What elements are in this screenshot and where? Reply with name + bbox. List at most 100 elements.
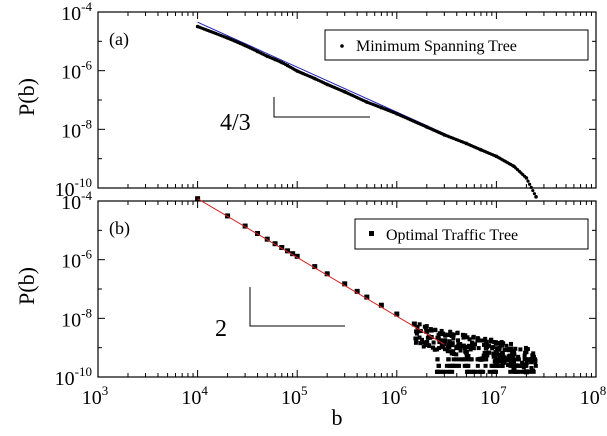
panel-a-slope-indicator [273,97,370,118]
noise-point [491,351,496,356]
noise-point [463,345,468,350]
noise-point [446,344,451,349]
noise-point [524,360,529,365]
noise-point [475,363,480,368]
noise-point [523,345,528,350]
noise-point [508,363,513,368]
noise-point [448,349,453,354]
noise-point [490,346,495,351]
data-point [323,81,328,86]
noise-point [450,341,455,346]
data-point [285,248,291,254]
noise-point [513,363,518,368]
noise-point [502,360,507,365]
noise-point [467,357,472,362]
x-tick-label: 103 [82,383,109,409]
noise-point [493,340,498,345]
noise-point [443,332,448,337]
noise-point [466,354,471,359]
noise-point [473,342,478,347]
noise-point [522,353,527,358]
noise-point [512,357,517,362]
noise-point [483,336,488,341]
panel-a-fit-line [197,21,445,134]
noise-point [437,340,442,345]
y-tick-label: 10-4 [61,0,92,25]
noise-point [519,363,524,368]
noise-point [442,347,447,352]
noise-point [414,331,419,336]
noise-point [414,337,419,342]
noise-point [441,369,446,374]
noise-point [528,369,533,374]
noise-point [500,343,505,348]
noise-point [451,349,456,354]
noise-point [469,357,474,362]
noise-point [453,357,458,362]
data-point [284,62,288,67]
noise-point [456,338,461,343]
data-point [441,132,445,136]
noise-point [492,369,497,374]
panel-a-legend-label: Minimum Spanning Tree [356,38,517,55]
data-point [454,345,460,351]
noise-point [460,332,465,337]
noise-point [451,332,456,337]
noise-point [471,346,476,351]
noise-point [505,363,510,368]
noise-point [532,357,537,362]
noise-point [469,341,474,346]
noise-point [448,369,453,374]
noise-point [513,346,518,351]
noise-point [523,357,528,362]
panel-a-y-tick-labels: 10-4 10-6 10-8 10-10 [55,0,93,201]
noise-point [482,357,487,362]
noise-point [470,369,475,374]
panel-b-slope-label: 2 [215,316,227,342]
noise-point [449,351,454,356]
noise-point [491,354,496,359]
noise-point [440,345,445,350]
y-tick-label: 10-10 [55,364,92,390]
noise-point [508,356,513,361]
noise-point [451,357,456,362]
noise-point [439,339,444,344]
noise-point [497,354,502,359]
data-point [523,174,527,178]
data-point [242,223,248,229]
data-point [529,185,533,189]
noise-point [493,357,498,362]
panel-b-x-tick-labels: 103 104 105 106 107 108 [82,383,607,409]
data-point [510,163,514,167]
panel-a-legend-box [324,29,589,61]
data-point [378,105,382,109]
data-point [478,356,484,362]
noise-point [484,343,489,348]
noise-point [531,369,536,374]
data-point [254,49,258,53]
data-point [477,147,481,151]
x-tick-label: 106 [381,383,408,409]
noise-point [465,335,470,340]
noise-point [444,363,449,368]
noise-point [419,340,424,345]
noise-point [481,369,486,374]
noise-point [510,360,515,365]
noise-point [437,369,442,374]
data-point [531,188,535,193]
y-tick-label: 10-10 [55,175,92,201]
noise-point [480,338,485,343]
data-point [534,195,538,199]
panel-b-fit-line [197,198,445,345]
panel-b-slope-indicator [249,287,345,327]
data-point [290,251,296,257]
data-point [441,338,447,344]
data-point [364,294,370,300]
data-point [224,35,228,39]
noise-point [451,336,456,341]
y-tick-label: 10-6 [61,247,92,273]
x-tick-label: 105 [281,383,308,409]
noise-point [515,369,520,374]
noise-point [450,363,455,368]
noise-point [445,349,450,354]
